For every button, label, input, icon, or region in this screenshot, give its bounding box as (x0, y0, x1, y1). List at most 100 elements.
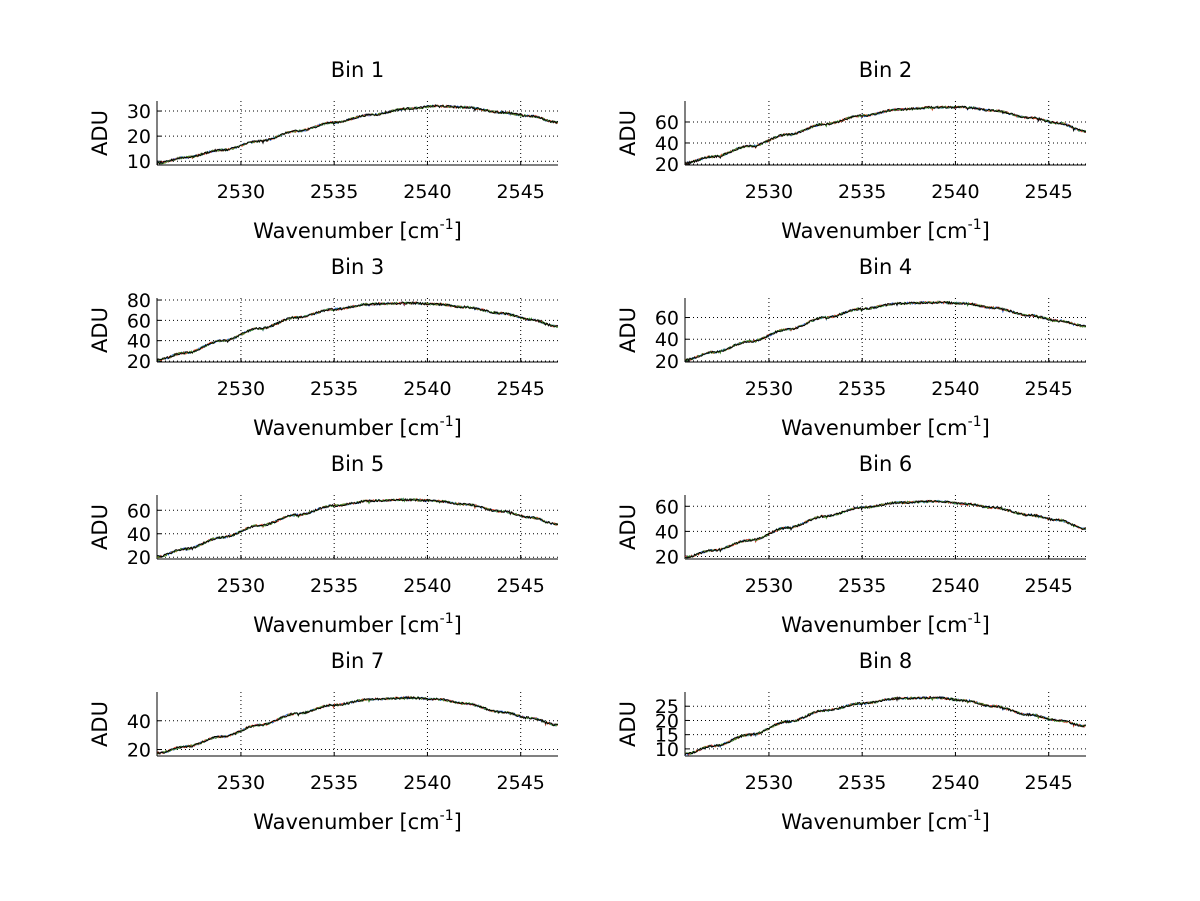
x-tick-label: 2535 (838, 378, 886, 400)
y-axis-label: ADU (616, 504, 640, 550)
y-tick-label: 60 (127, 500, 151, 522)
x-tick-label: 2540 (931, 772, 979, 794)
x-tick-label: 2540 (931, 575, 979, 597)
y-axis-label: ADU (88, 504, 112, 550)
x-tick-label: 2530 (745, 181, 793, 203)
x-tick-label: 2540 (931, 378, 979, 400)
x-tick-label: 2530 (217, 378, 265, 400)
panel-title: Bin 1 (331, 58, 385, 82)
x-axis-label: Wavenumber [cm-1] (253, 808, 462, 834)
y-axis-label: ADU (88, 110, 112, 156)
series-line-4 (157, 300, 558, 362)
series-line-4 (157, 695, 558, 755)
x-tick-label: 2530 (217, 181, 265, 203)
series-line-4 (157, 104, 558, 165)
y-tick-label: 10 (655, 739, 679, 761)
series-line-4 (685, 695, 1086, 756)
x-tick-label: 2535 (310, 378, 358, 400)
panel-title: Bin 5 (331, 452, 385, 476)
y-tick-label: 40 (127, 711, 151, 733)
y-tick-label: 15 (655, 725, 679, 747)
x-tick-label: 2535 (838, 575, 886, 597)
y-axis-label: ADU (88, 701, 112, 747)
x-axis-label: Wavenumber [cm-1] (253, 217, 462, 243)
y-tick-label: 80 (127, 290, 151, 312)
y-tick-label: 20 (655, 154, 679, 176)
y-tick-label: 40 (127, 524, 151, 546)
x-axis-label: Wavenumber [cm-1] (781, 611, 990, 637)
y-tick-label: 40 (655, 521, 679, 543)
x-axis-label: Wavenumber [cm-1] (781, 414, 990, 440)
series-line-3 (157, 301, 558, 362)
panel-title: Bin 2 (859, 58, 913, 82)
x-tick-label: 2545 (497, 181, 545, 203)
y-tick-label: 20 (127, 547, 151, 569)
y-tick-label: 20 (127, 740, 151, 762)
series-line-4 (685, 499, 1086, 559)
y-tick-label: 60 (127, 310, 151, 332)
y-tick-label: 20 (127, 351, 151, 373)
x-tick-label: 2530 (217, 772, 265, 794)
x-tick-label: 2540 (403, 772, 451, 794)
panel-bin-7: Bin 7 2530 2535 2540 2545 20 40 Wavenumber [cm-… (88, 649, 558, 834)
x-tick-label: 2530 (745, 772, 793, 794)
x-axis-label: Wavenumber [cm-1] (781, 808, 990, 834)
panel-title: Bin 4 (859, 255, 913, 279)
x-tick-label: 2545 (1025, 575, 1073, 597)
x-axis-label: Wavenumber [cm-1] (253, 414, 462, 440)
x-tick-label: 2535 (310, 772, 358, 794)
x-tick-label: 2540 (403, 575, 451, 597)
x-tick-label: 2545 (1025, 378, 1073, 400)
x-tick-label: 2535 (310, 575, 358, 597)
y-tick-label: 60 (655, 496, 679, 518)
x-tick-label: 2545 (497, 378, 545, 400)
y-axis-label: ADU (616, 110, 640, 156)
x-tick-label: 2530 (745, 575, 793, 597)
series-line-4 (685, 300, 1086, 362)
x-tick-label: 2545 (497, 772, 545, 794)
x-tick-label: 2540 (931, 181, 979, 203)
x-tick-label: 2530 (217, 575, 265, 597)
x-tick-label: 2530 (745, 378, 793, 400)
y-axis-label: ADU (88, 307, 112, 353)
y-tick-label: 40 (655, 133, 679, 155)
panel-title: Bin 8 (859, 649, 913, 673)
x-tick-label: 2535 (838, 772, 886, 794)
panel-title: Bin 7 (331, 649, 385, 673)
x-tick-label: 2545 (497, 575, 545, 597)
y-axis-label: ADU (616, 307, 640, 353)
panel-bin-6: Bin 6 2530 2535 2540 2545 20 40 60 Wavenumber [c… (616, 452, 1086, 637)
y-tick-label: 60 (655, 308, 679, 330)
panel-title: Bin 6 (859, 452, 913, 476)
x-tick-label: 2545 (1025, 181, 1073, 203)
x-tick-label: 2540 (403, 378, 451, 400)
y-tick-label: 60 (655, 112, 679, 134)
x-tick-label: 2535 (838, 181, 886, 203)
series-line-4 (157, 497, 558, 558)
y-tick-label: 40 (127, 331, 151, 353)
y-tick-label: 10 (127, 151, 151, 173)
y-axis-label: ADU (616, 701, 640, 747)
y-tick-label: 20 (655, 351, 679, 373)
x-axis-label: Wavenumber [cm-1] (781, 217, 990, 243)
panel-bin-1: Bin 1 2530 2535 2540 2545 10 20 30 Wavenumber [c… (88, 58, 558, 243)
y-tick-label: 30 (127, 101, 151, 123)
y-tick-label: 20 (655, 710, 679, 732)
y-tick-label: 20 (127, 126, 151, 148)
y-tick-label: 40 (655, 329, 679, 351)
y-tick-label: 25 (655, 696, 679, 718)
x-tick-label: 2535 (310, 181, 358, 203)
series-line-4 (685, 105, 1086, 165)
x-axis-label: Wavenumber [cm-1] (253, 611, 462, 637)
x-tick-label: 2545 (1025, 772, 1073, 794)
panel-title: Bin 3 (331, 255, 385, 279)
x-tick-label: 2540 (403, 181, 451, 203)
